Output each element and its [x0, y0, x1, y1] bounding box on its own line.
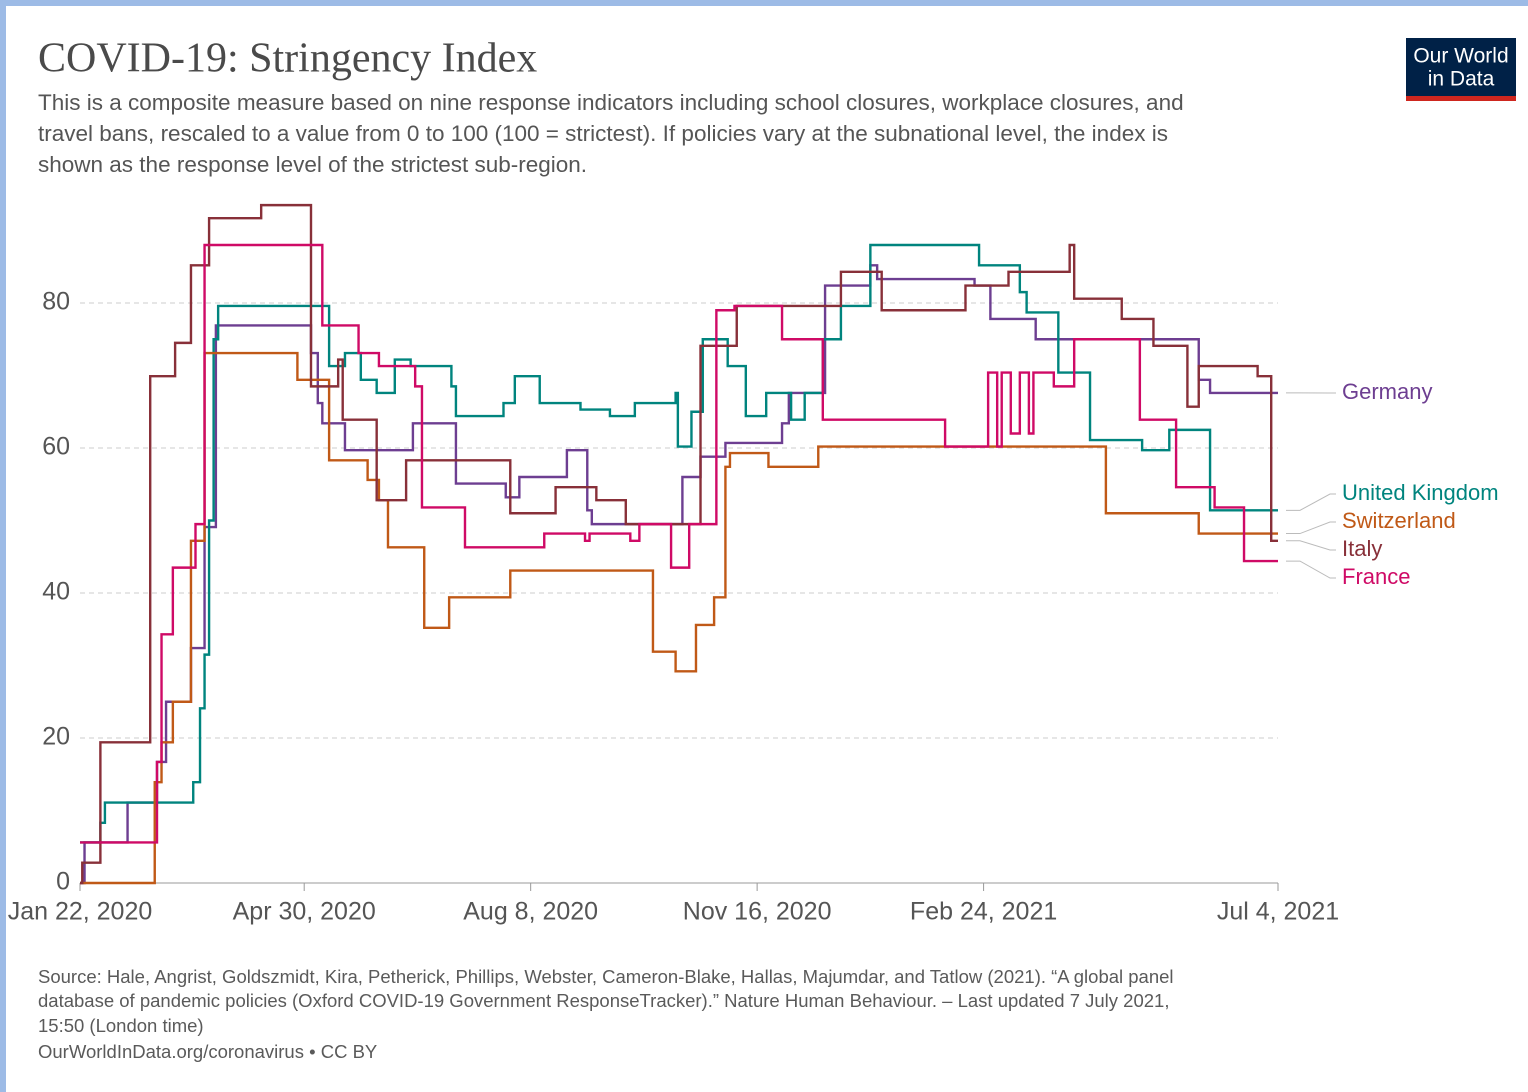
frame-top — [0, 0, 1528, 6]
subtitle: travel bans, rescaled to a value from 0 … — [38, 121, 1168, 146]
y-tick-label: 0 — [56, 868, 70, 896]
subtitle: This is a composite measure based on nin… — [38, 90, 1184, 115]
x-tick-label: Feb 24, 2021 — [910, 898, 1057, 926]
y-tick-label: 20 — [42, 723, 70, 751]
logo-bar — [1406, 96, 1516, 101]
source: database of pandemic policies (Oxford CO… — [38, 990, 1169, 1011]
x-tick-label: Jan 22, 2020 — [8, 898, 153, 926]
frame-left — [0, 0, 6, 1092]
series-label: United Kingdom — [1342, 480, 1499, 505]
source: 15:50 (London time) — [38, 1015, 204, 1036]
y-tick-label: 60 — [42, 433, 70, 461]
series-label: Italy — [1342, 536, 1382, 561]
logo-text: Our World — [1413, 45, 1508, 68]
series-line — [80, 243, 1278, 844]
series-line — [80, 203, 1278, 885]
logo-text: in Data — [1428, 68, 1495, 91]
label-connector — [1286, 540, 1336, 551]
x-tick-label: Jul 4, 2021 — [1217, 898, 1339, 926]
series-line — [80, 264, 1278, 885]
source: Source: Hale, Angrist, Goldszmidt, Kira,… — [38, 966, 1174, 987]
logo-box — [1406, 38, 1516, 101]
series-label: Germany — [1342, 379, 1432, 404]
series-label: France — [1342, 564, 1410, 589]
x-tick-label: Nov 16, 2020 — [683, 898, 832, 926]
y-tick-label: 40 — [42, 578, 70, 606]
y-tick-label: 80 — [42, 288, 70, 316]
label-connector — [1286, 521, 1336, 535]
label-connector — [1286, 560, 1336, 579]
series-label: Switzerland — [1342, 508, 1456, 533]
chart-title: COVID-19: Stringency Index — [38, 36, 537, 82]
subtitle: shown as the response level of the stric… — [38, 152, 587, 177]
x-tick-label: Aug 8, 2020 — [463, 898, 598, 926]
source: OurWorldInData.org/coronavirus • CC BY — [38, 1041, 377, 1062]
label-connector — [1286, 493, 1336, 511]
x-tick-label: Apr 30, 2020 — [233, 898, 376, 926]
series-line — [80, 243, 1278, 844]
